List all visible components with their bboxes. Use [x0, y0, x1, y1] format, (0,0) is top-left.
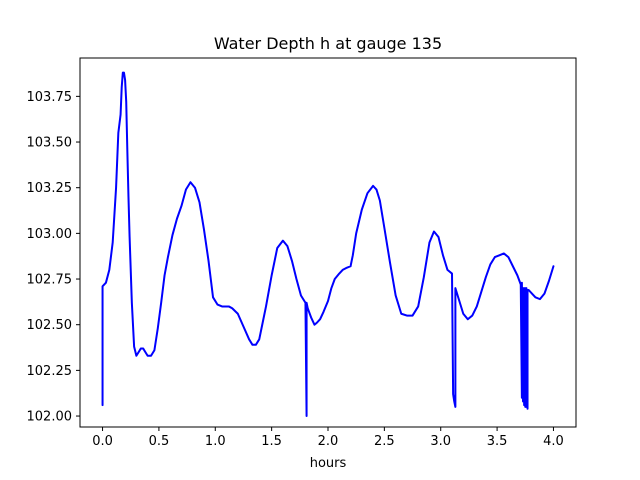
y-tick-label: 103.25 [27, 181, 73, 196]
x-axis-label: hours [310, 456, 347, 471]
y-tick-label: 103.75 [27, 90, 73, 105]
y-tick-label: 102.00 [27, 410, 73, 425]
y-tick-label: 103.00 [27, 227, 73, 242]
plot-area: 0.0 0.5 1.0 1.5 2.0 2.5 3.0 3.5 4.0 102.00 102.25… [27, 57, 577, 449]
x-tick-label: 3.0 [430, 434, 451, 449]
x-tick-label: 1.5 [261, 434, 282, 449]
series-line-water-depth [101, 71, 555, 418]
x-tick-label: 1.0 [205, 434, 226, 449]
chart-title: Water Depth h at gauge 135 [214, 34, 442, 53]
x-tick-label: 3.5 [487, 434, 508, 449]
x-axis-ticks: 0.0 0.5 1.0 1.5 2.0 2.5 3.0 3.5 4.0 [92, 427, 564, 449]
x-tick-label: 0.0 [92, 434, 113, 449]
x-tick-label: 0.5 [149, 434, 170, 449]
x-tick-label: 2.0 [318, 434, 339, 449]
x-tick-label: 2.5 [374, 434, 395, 449]
y-tick-label: 103.50 [27, 136, 73, 151]
x-tick-label: 4.0 [543, 434, 564, 449]
y-tick-label: 102.25 [27, 364, 73, 379]
y-tick-label: 102.50 [27, 318, 73, 333]
y-axis-ticks: 102.00 102.25 102.50 102.75 103.00 103.25 103.… [27, 90, 80, 425]
y-tick-label: 102.75 [27, 273, 73, 288]
